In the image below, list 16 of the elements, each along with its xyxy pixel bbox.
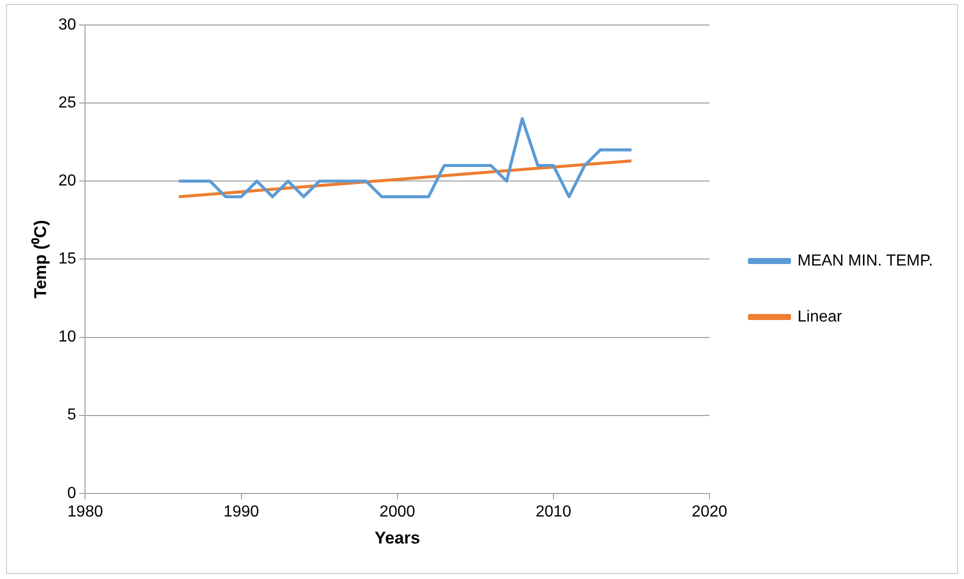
x-tick-label: 1980 xyxy=(67,503,104,520)
y-tick-label: 25 xyxy=(58,94,76,112)
x-tick-label: 2010 xyxy=(536,503,572,520)
y-tick-label: 10 xyxy=(58,328,76,346)
y-tick-label: 5 xyxy=(67,406,76,424)
x-tick-label: 2020 xyxy=(692,503,728,520)
y-tick-label: 0 xyxy=(67,484,76,502)
y-tick-label: 15 xyxy=(58,250,76,268)
y-tick-label: 30 xyxy=(58,16,76,34)
y-axis-title: Temp (⁰C) xyxy=(30,220,50,298)
legend-label: Linear xyxy=(798,308,843,326)
x-axis-title: Years xyxy=(374,528,420,548)
x-tick-label: 1990 xyxy=(223,503,260,520)
x-tick-label: 2000 xyxy=(380,503,416,520)
y-tick-label: 20 xyxy=(58,172,76,190)
legend-label: MEAN MIN. TEMP. xyxy=(798,252,933,270)
